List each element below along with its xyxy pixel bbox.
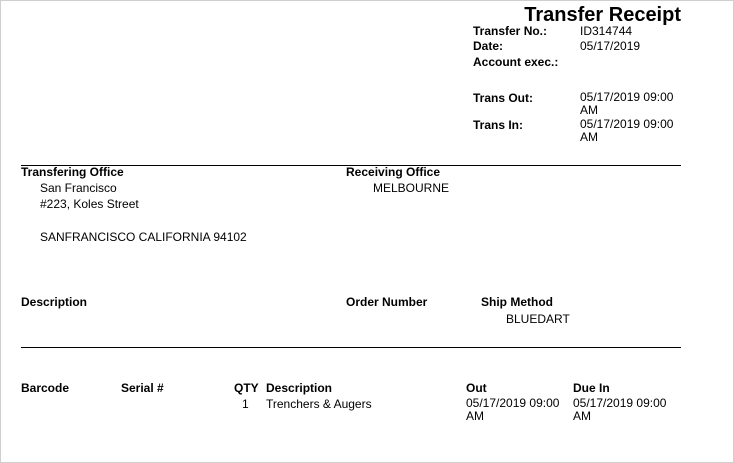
transferring-office-line1: San Francisco [40,181,117,195]
trans-in-label: Trans In: [473,118,524,132]
description-label: Description [21,295,88,309]
trans-in-value: 05/17/2019 09:00 AM [580,117,674,144]
transferring-office-label: Transfering Office [21,165,124,179]
account-exec-label: Account exec.: [473,55,559,69]
transfer-no-label: Transfer No.: [473,24,548,38]
column-header-barcode: Barcode [21,381,70,395]
row-out: 05/17/2019 09:00 AM [466,396,560,423]
trans-out-label: Trans Out: [473,91,534,105]
ship-method-label: Ship Method [481,295,553,309]
column-header-serial: Serial # [121,381,164,395]
row-description: Trenchers & Augers [266,397,372,411]
row-due-in: 05/17/2019 09:00 AM [573,396,667,423]
transferring-office-line2: #223, Koles Street [40,197,139,211]
column-header-description: Description [266,381,333,395]
transfer-no-value: ID314744 [580,24,633,38]
divider [21,347,681,348]
ship-method-value: BLUEDART [506,312,570,326]
receiving-office-line1: MELBOURNE [373,181,450,195]
trans-out-value: 05/17/2019 09:00 AM [580,90,674,117]
row-qty: 1 [242,397,249,411]
column-header-out: Out [466,381,487,395]
column-header-qty: QTY [234,381,259,395]
date-label: Date: [473,39,504,53]
receiving-office-label: Receiving Office [346,165,441,179]
transferring-office-line3: SANFRANCISCO CALIFORNIA 94102 [40,230,247,244]
order-number-label: Order Number [346,295,428,309]
page-title: Transfer Receipt [524,4,681,26]
date-value: 05/17/2019 [580,39,641,53]
column-header-due-in: Due In [573,381,610,395]
divider [21,165,681,166]
